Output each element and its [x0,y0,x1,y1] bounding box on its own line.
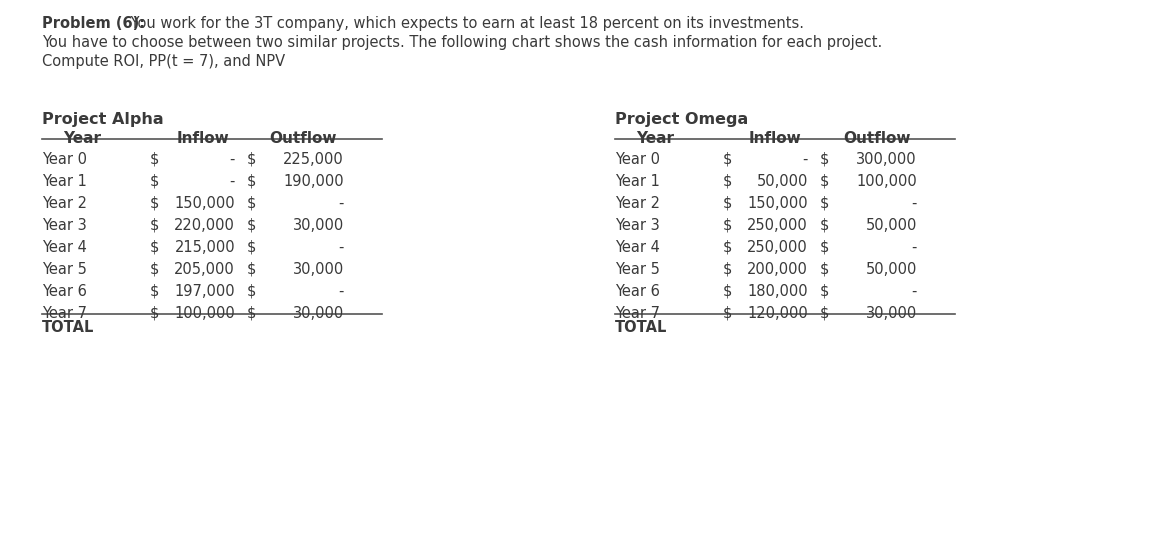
Text: $: $ [247,174,256,189]
Text: Year 3: Year 3 [42,218,87,233]
Text: Year 4: Year 4 [42,240,87,255]
Text: 300,000: 300,000 [856,152,917,167]
Text: You have to choose between two similar projects. The following chart shows the c: You have to choose between two similar p… [42,35,882,50]
Text: Year 4: Year 4 [615,240,660,255]
Text: $: $ [150,152,159,167]
Text: Year 0: Year 0 [42,152,87,167]
Text: $: $ [247,262,256,277]
Text: 100,000: 100,000 [856,174,917,189]
Text: $: $ [150,218,159,233]
Text: $: $ [820,218,829,233]
Text: TOTAL: TOTAL [615,320,667,335]
Text: 30,000: 30,000 [293,306,344,321]
Text: Year 6: Year 6 [42,284,87,299]
Text: $: $ [820,196,829,211]
Text: Project Alpha: Project Alpha [42,112,164,127]
Text: 215,000: 215,000 [174,240,235,255]
Text: Year: Year [63,131,101,146]
Text: 225,000: 225,000 [283,152,344,167]
Text: Year 5: Year 5 [615,262,660,277]
Text: 200,000: 200,000 [747,262,808,277]
Text: Year 2: Year 2 [42,196,87,211]
Text: 220,000: 220,000 [174,218,235,233]
Text: $: $ [723,306,732,321]
Text: 197,000: 197,000 [174,284,235,299]
Text: 250,000: 250,000 [747,218,808,233]
Text: -: - [338,284,344,299]
Text: -: - [230,152,235,167]
Text: 50,000: 50,000 [865,262,917,277]
Text: $: $ [820,262,829,277]
Text: $: $ [247,196,256,211]
Text: -: - [338,196,344,211]
Text: $: $ [820,284,829,299]
Text: $: $ [820,152,829,167]
Text: 250,000: 250,000 [747,240,808,255]
Text: $: $ [723,262,732,277]
Text: $: $ [723,240,732,255]
Text: Inflow: Inflow [749,131,802,146]
Text: 100,000: 100,000 [174,306,235,321]
Text: 120,000: 120,000 [747,306,808,321]
Text: Year 3: Year 3 [615,218,659,233]
Text: 180,000: 180,000 [747,284,808,299]
Text: Year 6: Year 6 [615,284,660,299]
Text: 50,000: 50,000 [756,174,808,189]
Text: 150,000: 150,000 [174,196,235,211]
Text: TOTAL: TOTAL [42,320,95,335]
Text: Compute ROI, PP(t = 7), and NPV: Compute ROI, PP(t = 7), and NPV [42,54,285,69]
Text: Inflow: Inflow [176,131,228,146]
Text: You work for the 3T company, which expects to earn at least 18 percent on its in: You work for the 3T company, which expec… [126,16,804,31]
Text: -: - [912,284,917,299]
Text: Outflow: Outflow [269,131,337,146]
Text: Year 1: Year 1 [42,174,87,189]
Text: Year 1: Year 1 [615,174,660,189]
Text: 50,000: 50,000 [865,218,917,233]
Text: $: $ [820,306,829,321]
Text: Year 2: Year 2 [615,196,660,211]
Text: $: $ [247,218,256,233]
Text: Year 7: Year 7 [615,306,660,321]
Text: 205,000: 205,000 [174,262,235,277]
Text: 30,000: 30,000 [293,262,344,277]
Text: -: - [338,240,344,255]
Text: $: $ [820,174,829,189]
Text: $: $ [150,262,159,277]
Text: $: $ [150,174,159,189]
Text: Project Omega: Project Omega [615,112,748,127]
Text: $: $ [150,306,159,321]
Text: $: $ [150,240,159,255]
Text: $: $ [723,218,732,233]
Text: Problem (6):: Problem (6): [42,16,145,31]
Text: $: $ [247,306,256,321]
Text: Year 7: Year 7 [42,306,87,321]
Text: $: $ [723,196,732,211]
Text: $: $ [820,240,829,255]
Text: -: - [802,152,808,167]
Text: 30,000: 30,000 [865,306,917,321]
Text: Year: Year [636,131,674,146]
Text: Outflow: Outflow [843,131,910,146]
Text: 190,000: 190,000 [283,174,344,189]
Text: $: $ [150,284,159,299]
Text: $: $ [247,284,256,299]
Text: Year 0: Year 0 [615,152,660,167]
Text: $: $ [247,152,256,167]
Text: -: - [912,240,917,255]
Text: $: $ [247,240,256,255]
Text: 150,000: 150,000 [747,196,808,211]
Text: $: $ [723,152,732,167]
Text: $: $ [723,284,732,299]
Text: -: - [912,196,917,211]
Text: $: $ [723,174,732,189]
Text: 30,000: 30,000 [293,218,344,233]
Text: Year 5: Year 5 [42,262,87,277]
Text: -: - [230,174,235,189]
Text: $: $ [150,196,159,211]
